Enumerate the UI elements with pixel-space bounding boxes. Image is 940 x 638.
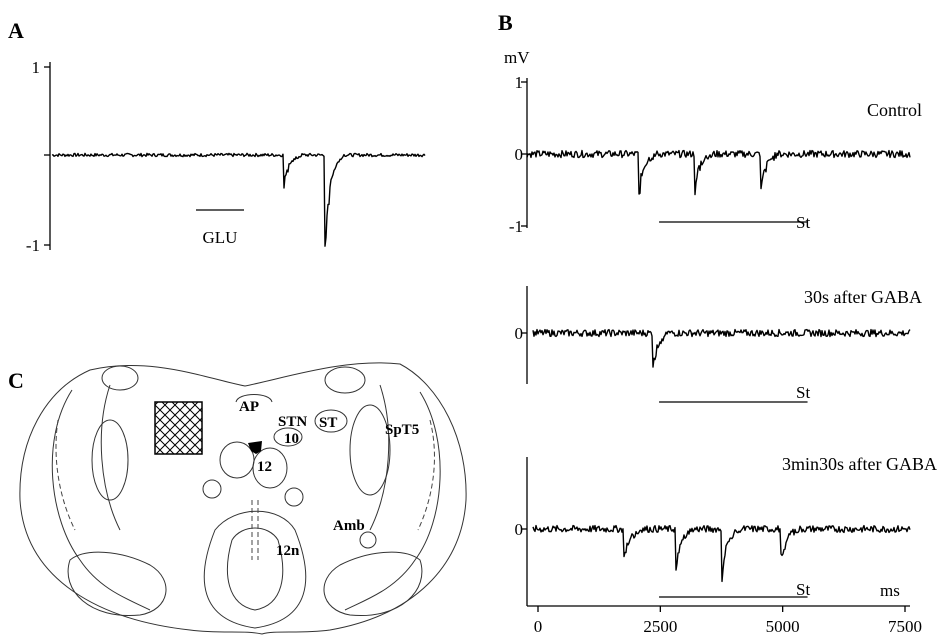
x-tick-label: 7500 [888,617,922,636]
control-y-tick-label-1: 1 [515,73,524,92]
label-amb: Amb [333,518,365,534]
section-outline [19,362,467,635]
pyramid-inner [226,527,284,611]
left-lower-lobe [67,551,167,617]
label-spt5: SpT5 [385,422,419,438]
panel-a-letter: A [8,18,24,43]
nucleus-12-left [219,441,255,479]
panel-a-y-tick-label-1: 1 [32,58,41,77]
small-right-circle [284,487,304,507]
label-10: 10 [284,431,299,447]
label-ap: AP [239,399,259,415]
right-upper-nucleus [324,366,366,394]
right-lower-lobe [323,551,423,617]
label-stn: STN [278,414,307,430]
gaba30-stimulus-label: St [796,383,810,402]
gaba3min-trace [532,524,911,583]
nucleus-12-right [252,447,288,489]
control-condition-label: Control [867,100,922,120]
amb-circle [359,531,377,549]
panel-a-trace [51,152,426,247]
panel-a-y-tick-label-neg1: -1 [26,236,40,255]
x-tick-label: 0 [534,617,543,636]
panel-b-x-unit: ms [880,581,900,600]
nucleus-10 [273,427,303,447]
gaba30-y-tick-label-0: 0 [515,324,524,343]
panel-b-letter: B [498,10,513,35]
left-upper-nucleus [101,365,139,391]
panel-a-stimulus-label: GLU [203,228,238,247]
label-12n: 12n [276,543,300,559]
panel-b-x-ticks: 0 2500 5000 7500 [534,606,922,636]
x-tick-label: 5000 [766,617,800,636]
gaba3min-y-tick-label-0: 0 [515,520,524,539]
control-y-tick-label-neg1: -1 [509,217,523,236]
right-spinal-trigeminal [417,419,435,531]
left-inner-tract [100,384,121,531]
x-tick-label: 2500 [643,617,677,636]
panel-b-y-unit: mV [504,48,530,67]
label-12: 12 [257,459,272,475]
right-lateral-oval [349,404,391,496]
left-tract [51,389,151,611]
label-st: ST [319,415,337,431]
right-inner-tract [369,384,390,531]
tractus-solitarius [314,409,348,433]
brainstem-section: AP STN ST SpT5 10 12 Amb 12n [19,362,467,635]
panel-c-letter: C [8,368,24,393]
left-spinal-trigeminal [55,419,76,531]
gaba3min-condition-label: 3min30s after GABA [782,454,937,474]
gaba30-condition-label: 30s after GABA [804,287,922,307]
hatched-injection-area [154,401,203,455]
control-stimulus-label: St [796,213,810,232]
gaba3min-stimulus-label: St [796,580,810,599]
central-canal [248,441,262,454]
pyramid-outer [203,510,307,629]
median-raphe [251,500,259,560]
left-lateral-oval [91,419,129,501]
right-tract [344,391,441,611]
gaba30-trace [532,328,911,368]
small-left-circle [202,479,222,499]
area-postrema-outline [235,394,273,403]
control-y-tick-label-0: 0 [515,145,524,164]
control-trace [526,149,911,196]
